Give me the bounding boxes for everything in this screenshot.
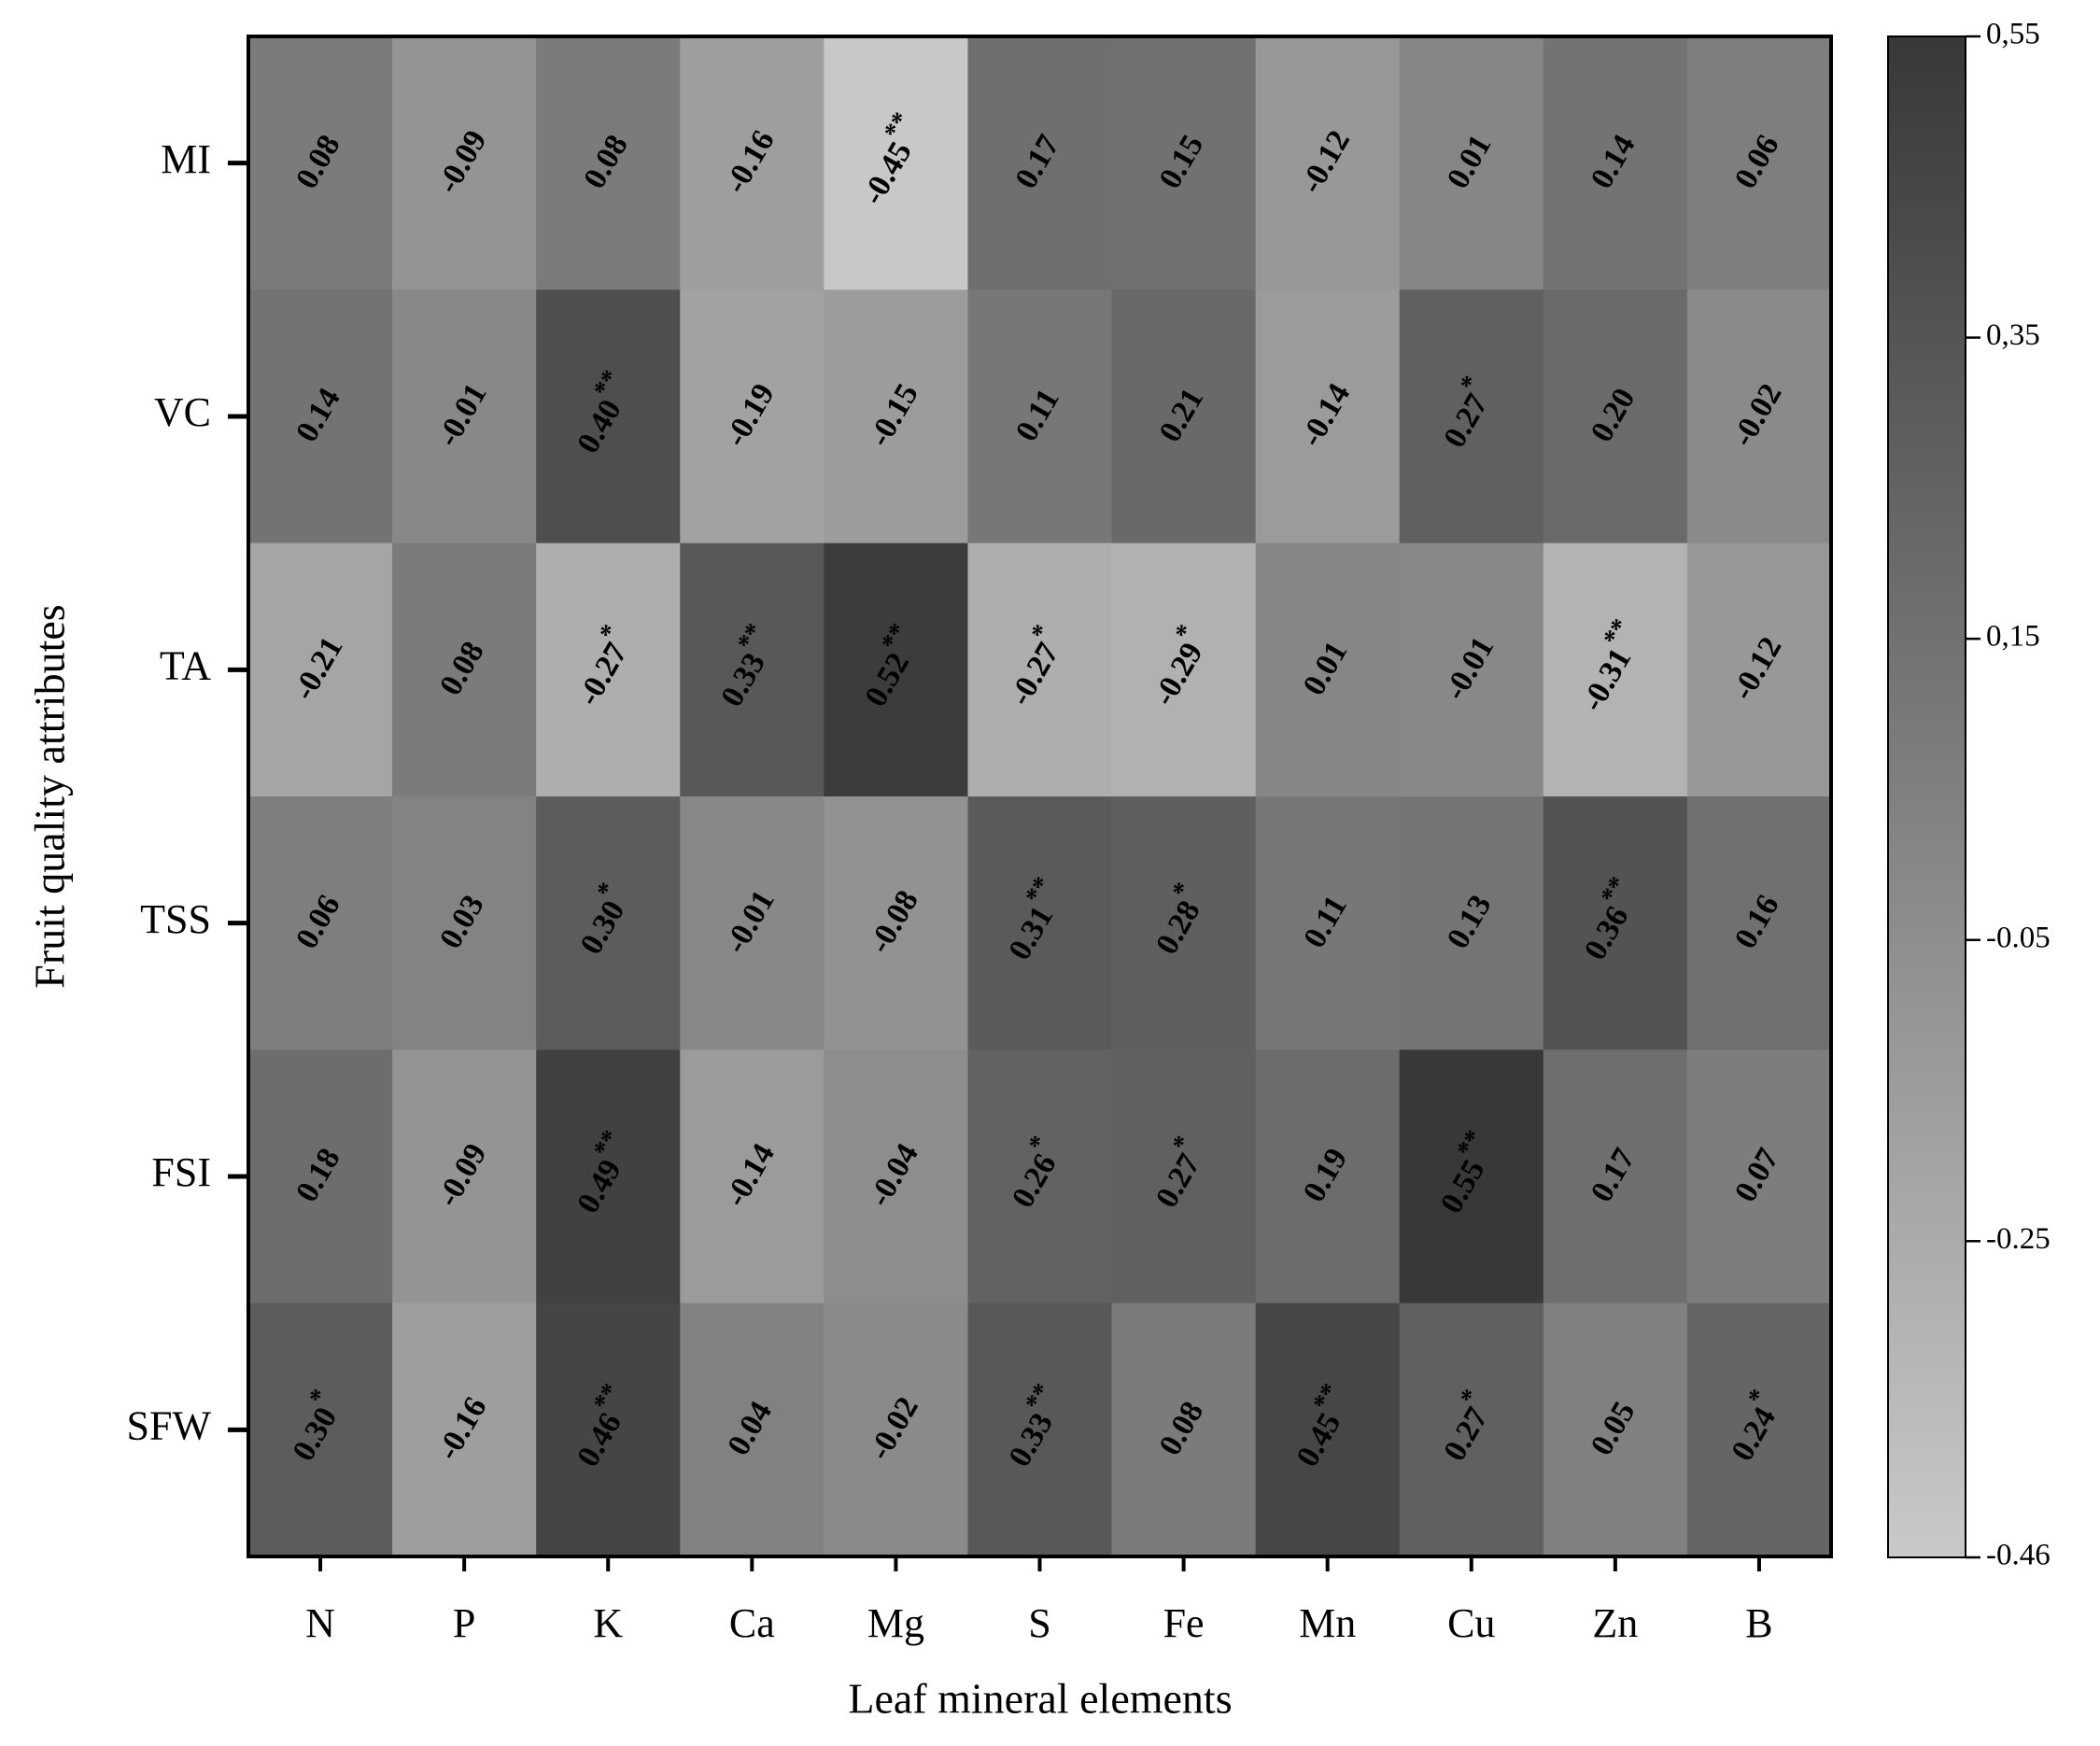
heatmap-cell bbox=[392, 289, 537, 544]
heatmap-cell bbox=[1111, 1049, 1257, 1304]
heatmap-cell bbox=[248, 542, 393, 797]
x-tick-label: Mg bbox=[867, 1600, 924, 1646]
heatmap-cell bbox=[680, 1049, 824, 1304]
heatmap-cell bbox=[536, 1302, 681, 1557]
x-tick-label: K bbox=[593, 1600, 623, 1646]
heatmap-cell bbox=[680, 36, 824, 290]
heatmap-cell bbox=[967, 542, 1113, 797]
heatmap-cell bbox=[392, 796, 537, 1050]
colorbar-tick-label: -0.46 bbox=[1986, 1539, 2051, 1572]
heatmap-cell bbox=[536, 542, 681, 797]
heatmap-cell bbox=[1543, 289, 1688, 544]
heatmap-cell bbox=[1543, 1302, 1688, 1557]
x-tick-label: S bbox=[1028, 1600, 1050, 1646]
x-tick-label: P bbox=[453, 1600, 475, 1646]
heatmap-cell bbox=[1399, 542, 1544, 797]
heatmap-cell bbox=[680, 289, 824, 544]
heatmap-cell bbox=[680, 1302, 824, 1557]
heatmap-cell bbox=[248, 1049, 393, 1304]
y-axis-label: Fruit quality attributes bbox=[26, 604, 74, 988]
heatmap-cell bbox=[1399, 289, 1544, 544]
heatmap-cell bbox=[824, 289, 968, 544]
heatmap-cell bbox=[1255, 1049, 1401, 1304]
x-tick-label: Mn bbox=[1299, 1600, 1356, 1646]
heatmap-cell bbox=[1111, 796, 1257, 1050]
x-tick-label: Cu bbox=[1447, 1600, 1495, 1646]
y-tick-label: SFW bbox=[127, 1402, 212, 1448]
heatmap-cell bbox=[1686, 289, 1832, 544]
x-tick-label: B bbox=[1745, 1600, 1772, 1646]
heatmap-cell bbox=[824, 1302, 968, 1557]
heatmap-cell bbox=[248, 796, 393, 1050]
heatmap-cell bbox=[1111, 289, 1257, 544]
heatmap-cell bbox=[1686, 1049, 1832, 1304]
heatmap-cell bbox=[1686, 1302, 1832, 1557]
heatmap-cell bbox=[248, 289, 393, 544]
heatmap-cell bbox=[1111, 542, 1257, 797]
heatmap-cell bbox=[1686, 542, 1832, 797]
heatmap-cell bbox=[536, 289, 681, 544]
heatmap-cell bbox=[248, 1302, 393, 1557]
y-tick-label: VC bbox=[154, 389, 211, 435]
colorbar-tick-label: -0.25 bbox=[1986, 1222, 2051, 1256]
colorbar bbox=[1887, 35, 1966, 1558]
heatmap-cell bbox=[1543, 1049, 1688, 1304]
heatmap-cell bbox=[248, 36, 393, 290]
heatmap-cell bbox=[1686, 36, 1832, 290]
heatmap-cell bbox=[967, 1302, 1113, 1557]
x-axis-label: Leaf mineral elements bbox=[848, 1675, 1232, 1723]
heatmap-cell bbox=[1255, 289, 1401, 544]
heatmap-cell bbox=[536, 36, 681, 290]
heatmap-cell bbox=[1399, 36, 1544, 290]
heatmap-cell bbox=[1399, 796, 1544, 1050]
heatmap-cell bbox=[1255, 1302, 1401, 1557]
heatmap-cell bbox=[967, 289, 1113, 544]
heatmap-cell bbox=[1399, 1302, 1544, 1557]
x-tick-label: N bbox=[305, 1600, 335, 1646]
heatmap-cell bbox=[392, 542, 537, 797]
heatmap-cell bbox=[1111, 1302, 1257, 1557]
heatmap-cell bbox=[1543, 542, 1688, 797]
heatmap-cell bbox=[824, 796, 968, 1050]
heatmap-cell bbox=[536, 1049, 681, 1304]
heatmap-cell bbox=[392, 1049, 537, 1304]
x-tick-label: Zn bbox=[1592, 1600, 1638, 1646]
heatmap-cell bbox=[1255, 36, 1401, 290]
heatmap-cell bbox=[967, 1049, 1113, 1304]
heatmap-cell bbox=[1255, 796, 1401, 1050]
heatmap-cell bbox=[824, 542, 968, 797]
heatmap-cell bbox=[536, 796, 681, 1050]
colorbar-tick-label: 0,15 bbox=[1986, 620, 2040, 654]
colorbar-tick-label: 0,35 bbox=[1986, 318, 2040, 352]
heatmap-cell bbox=[1255, 542, 1401, 797]
heatmap-cell bbox=[824, 36, 968, 290]
heatmap-cell bbox=[1686, 796, 1832, 1050]
heatmap-cell bbox=[967, 796, 1113, 1050]
heatmap-cell bbox=[1543, 36, 1688, 290]
colorbar-tick-label: -0.05 bbox=[1986, 921, 2051, 954]
heatmap-cell bbox=[1399, 1049, 1544, 1304]
heatmap-cell bbox=[392, 36, 537, 290]
colorbar-tick-label: 0,55 bbox=[1986, 18, 2040, 51]
y-tick-label: MI bbox=[161, 136, 211, 182]
heatmap-cell bbox=[680, 796, 824, 1050]
y-tick-label: TA bbox=[160, 642, 211, 688]
x-tick-label: Ca bbox=[729, 1600, 775, 1646]
x-tick-label: Fe bbox=[1163, 1600, 1205, 1646]
y-tick-label: TSS bbox=[140, 896, 211, 942]
heatmap-cell bbox=[1111, 36, 1257, 290]
heatmap-cell bbox=[1543, 796, 1688, 1050]
heatmap-cell bbox=[967, 36, 1113, 290]
heatmap-cell bbox=[680, 542, 824, 797]
heatmap-cell bbox=[392, 1302, 537, 1557]
heatmap-cell bbox=[824, 1049, 968, 1304]
y-tick-label: FSI bbox=[151, 1149, 211, 1195]
